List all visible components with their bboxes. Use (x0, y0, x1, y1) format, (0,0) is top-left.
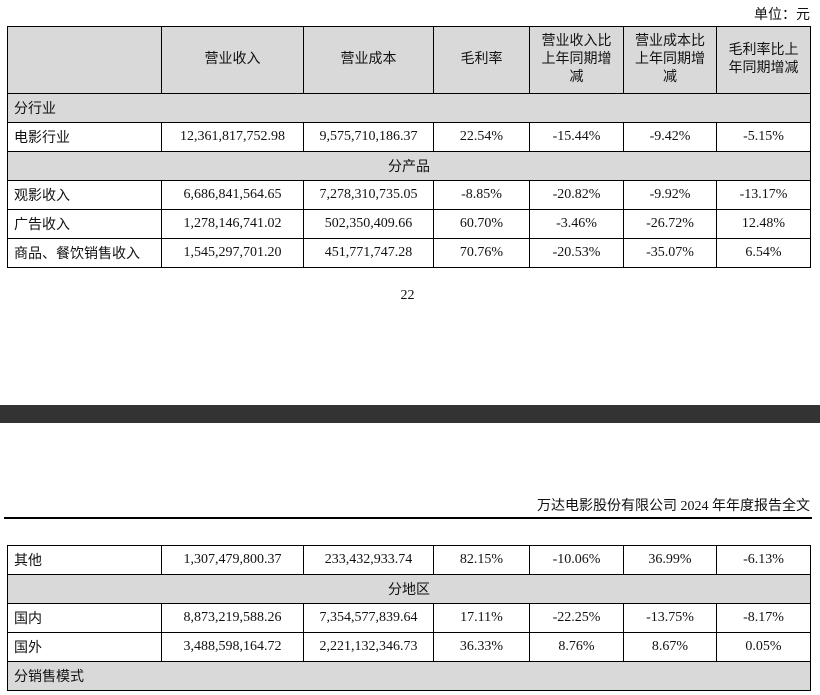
row-label: 电影行业 (7, 122, 162, 152)
table-cell: -20.82% (529, 180, 624, 210)
table-cell: -9.92% (623, 180, 717, 210)
header-row: 营业收入 营业成本 毛利率 营业收入比上年同期增减 营业成本比上年同期增减 毛利率比上年同… (7, 26, 811, 94)
row-label: 其他 (7, 545, 162, 575)
section-label: 分行业 (7, 93, 811, 123)
table-cell: 8,873,219,588.26 (161, 603, 304, 633)
table-cell: 2,221,132,346.73 (303, 632, 434, 662)
table-cell: -26.72% (623, 209, 717, 239)
table-cell: 22.54% (433, 122, 530, 152)
section-row: 分地区 (7, 574, 811, 604)
table-cell: 12,361,817,752.98 (161, 122, 304, 152)
table-cell: 1,545,297,701.20 (161, 238, 304, 268)
table-cell: 0.05% (716, 632, 811, 662)
column-header: 营业成本比上年同期增减 (623, 26, 717, 94)
table-cell: -9.42% (623, 122, 717, 152)
table-cell: 8.67% (623, 632, 717, 662)
section-label: 分地区 (7, 574, 811, 604)
table-cell: 60.70% (433, 209, 530, 239)
table-cell: 451,771,747.28 (303, 238, 434, 268)
table-cell: 82.15% (433, 545, 530, 575)
revenue-table-part2: 其他 1,307,479,800.37 233,432,933.74 82.15% -1… (7, 545, 811, 691)
section-row: 分销售模式 (7, 661, 811, 691)
section-row: 分产品 (7, 151, 811, 181)
table-cell: 7,354,577,839.64 (303, 603, 434, 633)
table-cell: 36.99% (623, 545, 717, 575)
table-row: 国外 3,488,598,164.72 2,221,132,346.73 36.33%… (7, 632, 811, 662)
column-header: 营业成本 (303, 26, 434, 94)
section-row: 分行业 (7, 93, 811, 123)
table-cell: -5.15% (716, 122, 811, 152)
table-cell: -22.25% (529, 603, 624, 633)
column-header (7, 26, 162, 94)
section-label: 分产品 (7, 151, 811, 181)
table-cell: 233,432,933.74 (303, 545, 434, 575)
row-label: 观影收入 (7, 180, 162, 210)
table-cell: 12.48% (716, 209, 811, 239)
table-row: 国内 8,873,219,588.26 7,354,577,839.64 17.11%… (7, 603, 811, 633)
table-cell: -13.75% (623, 603, 717, 633)
table-cell: 17.11% (433, 603, 530, 633)
table-cell: -35.07% (623, 238, 717, 268)
column-header: 营业收入比上年同期增减 (529, 26, 624, 94)
table-row: 广告收入 1,278,146,741.02 502,350,409.66 60.70%… (7, 209, 811, 239)
table-cell: 6.54% (716, 238, 811, 268)
table-cell: 8.76% (529, 632, 624, 662)
table-cell: 7,278,310,735.05 (303, 180, 434, 210)
table-cell: 6,686,841,564.65 (161, 180, 304, 210)
header-rule (4, 517, 812, 519)
table-row: 观影收入 6,686,841,564.65 7,278,310,735.05 -8.8… (7, 180, 811, 210)
table-cell: -8.17% (716, 603, 811, 633)
table-cell: 70.76% (433, 238, 530, 268)
row-label: 商品、餐饮销售收入 (7, 238, 162, 268)
column-header: 毛利率 (433, 26, 530, 94)
table-cell: -13.17% (716, 180, 811, 210)
column-header: 毛利率比上年同期增减 (716, 26, 811, 94)
row-label: 国外 (7, 632, 162, 662)
unit-label: 单位：元 (754, 8, 810, 23)
table-cell: -10.06% (529, 545, 624, 575)
table-cell: 3,488,598,164.72 (161, 632, 304, 662)
row-label: 国内 (7, 603, 162, 633)
table-cell: 1,307,479,800.37 (161, 545, 304, 575)
table-row: 其他 1,307,479,800.37 233,432,933.74 82.15% -1… (7, 545, 811, 575)
table-row: 商品、餐饮销售收入 1,545,297,701.20 451,771,747.28 7… (7, 238, 811, 268)
table-cell: -6.13% (716, 545, 811, 575)
table-cell: 1,278,146,741.02 (161, 209, 304, 239)
table-cell: 502,350,409.66 (303, 209, 434, 239)
page-number: 22 (400, 288, 415, 303)
page-separator (0, 405, 820, 423)
row-label: 广告收入 (7, 209, 162, 239)
table-cell: 9,575,710,186.37 (303, 122, 434, 152)
running-header: 万达电影股份有限公司 2024 年年度报告全文 (537, 499, 810, 514)
table-cell: -8.85% (433, 180, 530, 210)
table-cell: -20.53% (529, 238, 624, 268)
table-row: 电影行业 12,361,817,752.98 9,575,710,186.37 22.… (7, 122, 811, 152)
revenue-table-part1: 营业收入 营业成本 毛利率 营业收入比上年同期增减 营业成本比上年同期增减 毛利率比上年同… (7, 26, 811, 268)
section-label: 分销售模式 (7, 661, 811, 691)
table-cell: -3.46% (529, 209, 624, 239)
table-cell: -15.44% (529, 122, 624, 152)
column-header: 营业收入 (161, 26, 304, 94)
table-cell: 36.33% (433, 632, 530, 662)
